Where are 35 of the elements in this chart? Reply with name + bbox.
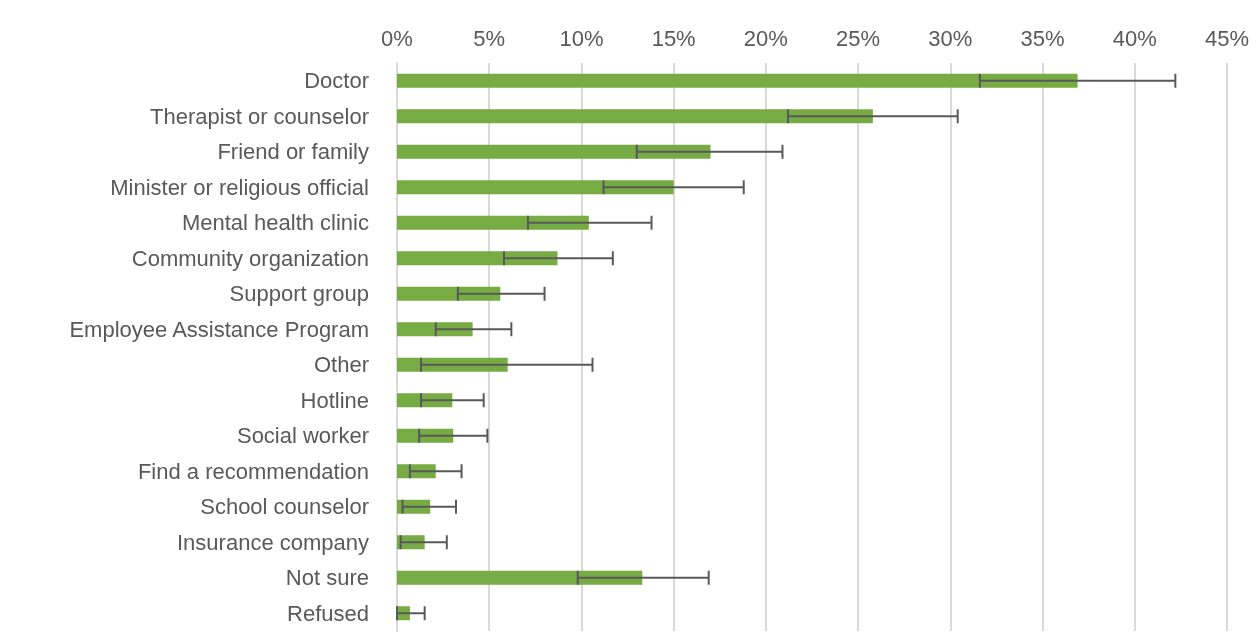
x-tick-label: 30% (928, 25, 973, 51)
y-tick-label: Friend or family (217, 139, 369, 165)
y-tick-label: Mental health clinic (181, 210, 369, 236)
x-tick-label: 10% (559, 25, 604, 51)
y-tick-label: Minister or religious official (110, 174, 369, 200)
x-tick-label: 15% (651, 25, 696, 51)
bar (397, 215, 589, 230)
y-tick-label: Hotline (300, 387, 369, 413)
bar (397, 73, 1078, 88)
y-tick-label: Therapist or counselor (150, 103, 369, 129)
x-tick-label: 20% (743, 25, 788, 51)
bar (397, 144, 711, 159)
y-tick-label: School counselor (200, 494, 369, 520)
y-tick-label: Find a recommendation (137, 458, 369, 484)
bar (397, 251, 558, 266)
y-tick-label: Doctor (304, 68, 369, 94)
bar (397, 180, 674, 195)
y-tick-label: Other (313, 352, 369, 378)
y-tick-label: Community organization (131, 245, 369, 271)
x-tick-label: 45% (1204, 25, 1250, 51)
y-tick-label: Social worker (236, 423, 369, 449)
y-tick-label: Not sure (285, 565, 369, 591)
y-tick-label: Employee Assistance Program (69, 316, 369, 342)
x-tick-label: 25% (836, 25, 881, 51)
bar (397, 570, 643, 585)
bar (397, 322, 473, 337)
y-tick-label: Support group (229, 281, 369, 307)
bar (397, 109, 873, 124)
x-tick-label: 40% (1112, 25, 1157, 51)
x-tick-label: 5% (473, 25, 506, 51)
x-tick-label: 0% (381, 25, 413, 51)
y-tick-label: Refused (287, 600, 369, 626)
y-tick-label: Insurance company (177, 529, 369, 555)
bar (397, 286, 501, 301)
x-tick-label: 35% (1020, 25, 1065, 51)
